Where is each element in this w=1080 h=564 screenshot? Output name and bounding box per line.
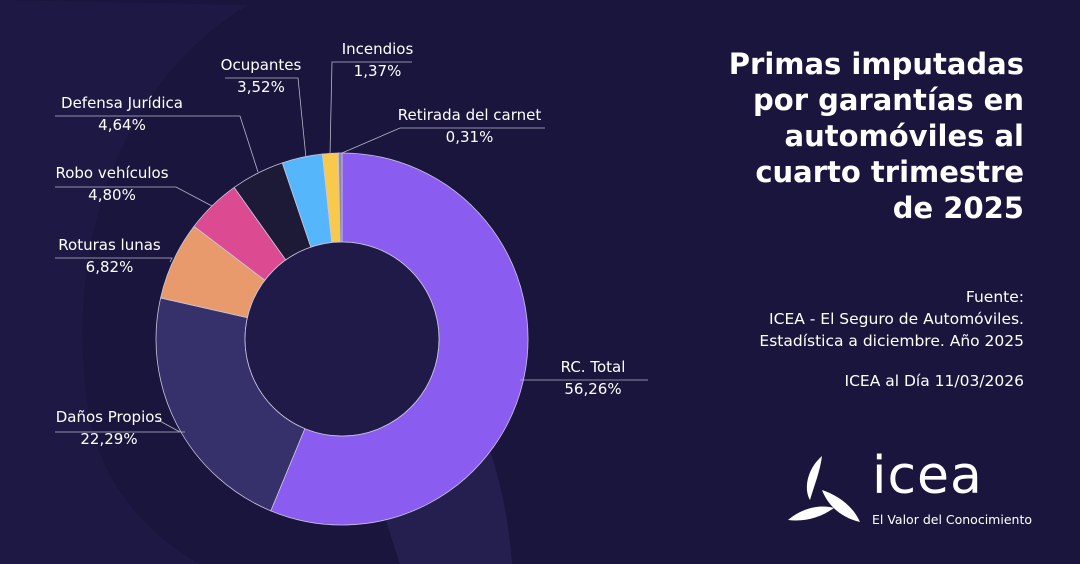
logo-leaf-icon [788,456,860,522]
slice-label: RC. Total 56,26% [548,356,638,400]
slice-label-name: Defensa Jurídica [61,94,183,112]
title-line: automóviles al [784,119,1024,153]
slice-label: Defensa Jurídica 4,64% [52,92,192,136]
slice-label: Retirada del carnet 0,31% [392,104,547,148]
slice-label: Robo vehículos 4,80% [52,162,172,206]
leader-line [225,77,307,159]
source-line: Estadística a diciembre. Año 2025 [759,332,1024,350]
background-swoosh [0,0,248,564]
slice-label-value: 4,80% [88,186,136,204]
leader-line [55,115,259,173]
slice-label-value: 56,26% [564,380,622,398]
leader-line [55,419,185,433]
page-title: Primas imputadas por garantías en automó… [694,46,1024,226]
slice-label: Incendios 1,37% [340,38,415,82]
title-line: cuarto trimestre [755,155,1024,189]
icea-logo: icea El Valor del Conocimiento [784,446,1044,542]
slice-label-value: 6,82% [85,258,134,276]
leader-line [329,61,412,156]
logo-tagline: El Valor del Conocimiento [872,512,1032,527]
slice-label: Roturas lunas 6,82% [52,234,167,278]
slice-label-name: Retirada del carnet [397,106,542,124]
slice-label-value: 0,31% [445,128,494,146]
source-line: ICEA - El Seguro de Automóviles. [769,310,1024,328]
title-line: por garantías en [753,83,1024,117]
slice-label-value: 3,52% [237,78,285,96]
date-line: ICEA al Día 11/03/2026 [844,372,1024,390]
source-heading: Fuente: [965,288,1024,306]
slice-label: Ocupantes 3,52% [216,54,306,98]
leader-line [55,186,213,207]
leader-line [341,127,545,154]
slice-label-name: RC. Total [560,358,626,376]
donut-hole [244,241,440,437]
slice-label-name: Ocupantes [220,56,302,74]
title-line: Primas imputadas [728,47,1024,81]
slice-label-name: Incendios [341,40,414,58]
slice-label-value: 1,37% [353,62,402,80]
logo-wordmark: icea [872,446,983,506]
slice-label-name: Robo vehículos [55,164,169,182]
source-note: Fuente: ICEA - El Seguro de Automóviles.… [759,286,1024,352]
leader-line [55,257,173,263]
title-line: de 2025 [892,191,1024,225]
slice-label-name: Roturas lunas [58,236,161,254]
slice-label-value: 4,64% [98,116,146,134]
slice-label-name: Daños Propios [55,408,163,426]
slice-label-value: 22,29% [80,430,138,448]
slice-label: Daños Propios 22,29% [44,406,174,450]
